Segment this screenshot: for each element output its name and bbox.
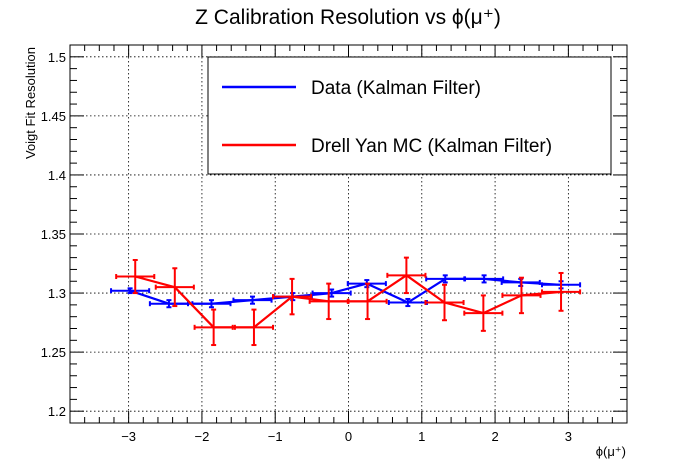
y-tick-label: 1.4	[48, 168, 66, 183]
legend-label-data: Data (Kalman Filter)	[311, 78, 481, 99]
series-1	[115, 256, 582, 347]
y-axis-label: Voigt Fit Resolution	[23, 47, 38, 159]
data-point	[327, 300, 330, 303]
data-point	[406, 301, 410, 304]
data-point	[173, 285, 177, 289]
y-tick-label: 1.3	[48, 286, 66, 301]
x-tick-label: −3	[121, 429, 136, 444]
data-point	[252, 326, 256, 329]
data-point	[128, 289, 132, 292]
data-point	[366, 300, 369, 303]
x-tick-label: −1	[268, 429, 283, 444]
data-point	[444, 277, 447, 281]
chart-title: Z Calibration Resolution vs ϕ(μ⁺)	[195, 6, 501, 29]
x-tick-label: 0	[345, 429, 352, 444]
data-point	[559, 290, 563, 294]
y-tick-label: 1.25	[41, 345, 66, 360]
data-point	[290, 295, 294, 298]
x-tick-label: 2	[491, 429, 498, 444]
data-point	[167, 302, 171, 305]
data-point	[405, 274, 408, 277]
data-point	[482, 277, 486, 281]
x-tick-label: 1	[418, 429, 425, 444]
legend-box	[207, 56, 612, 175]
y-tick-label: 1.45	[41, 109, 66, 124]
data-point	[210, 302, 213, 305]
axis-ticks: −3 −2 −1 0 1 2 3 1.2 1.25 1.3 1.35 1.4 1.45 1.5	[41, 44, 628, 444]
data-point	[251, 298, 254, 302]
x-axis-label: ϕ(μ⁺)	[596, 444, 626, 459]
data-point	[482, 311, 485, 315]
plot-frame	[69, 44, 628, 424]
x-tick-label: −2	[195, 429, 210, 444]
data-point	[443, 301, 446, 304]
y-tick-label: 1.35	[41, 227, 66, 242]
x-tick-label: 3	[565, 429, 572, 444]
series-0	[110, 274, 582, 309]
series-line	[129, 277, 562, 305]
data-point	[212, 326, 215, 329]
legend-label-mc: Drell Yan MC (Kalman Filter)	[311, 136, 552, 157]
legend: Data (Kalman Filter) Drell Yan MC (Kalma…	[207, 56, 612, 175]
series-layer	[110, 256, 582, 347]
data-point	[330, 291, 333, 295]
data-point	[520, 294, 523, 297]
y-tick-label: 1.5	[48, 50, 66, 65]
y-tick-label: 1.2	[48, 404, 66, 419]
data-point	[134, 275, 137, 278]
